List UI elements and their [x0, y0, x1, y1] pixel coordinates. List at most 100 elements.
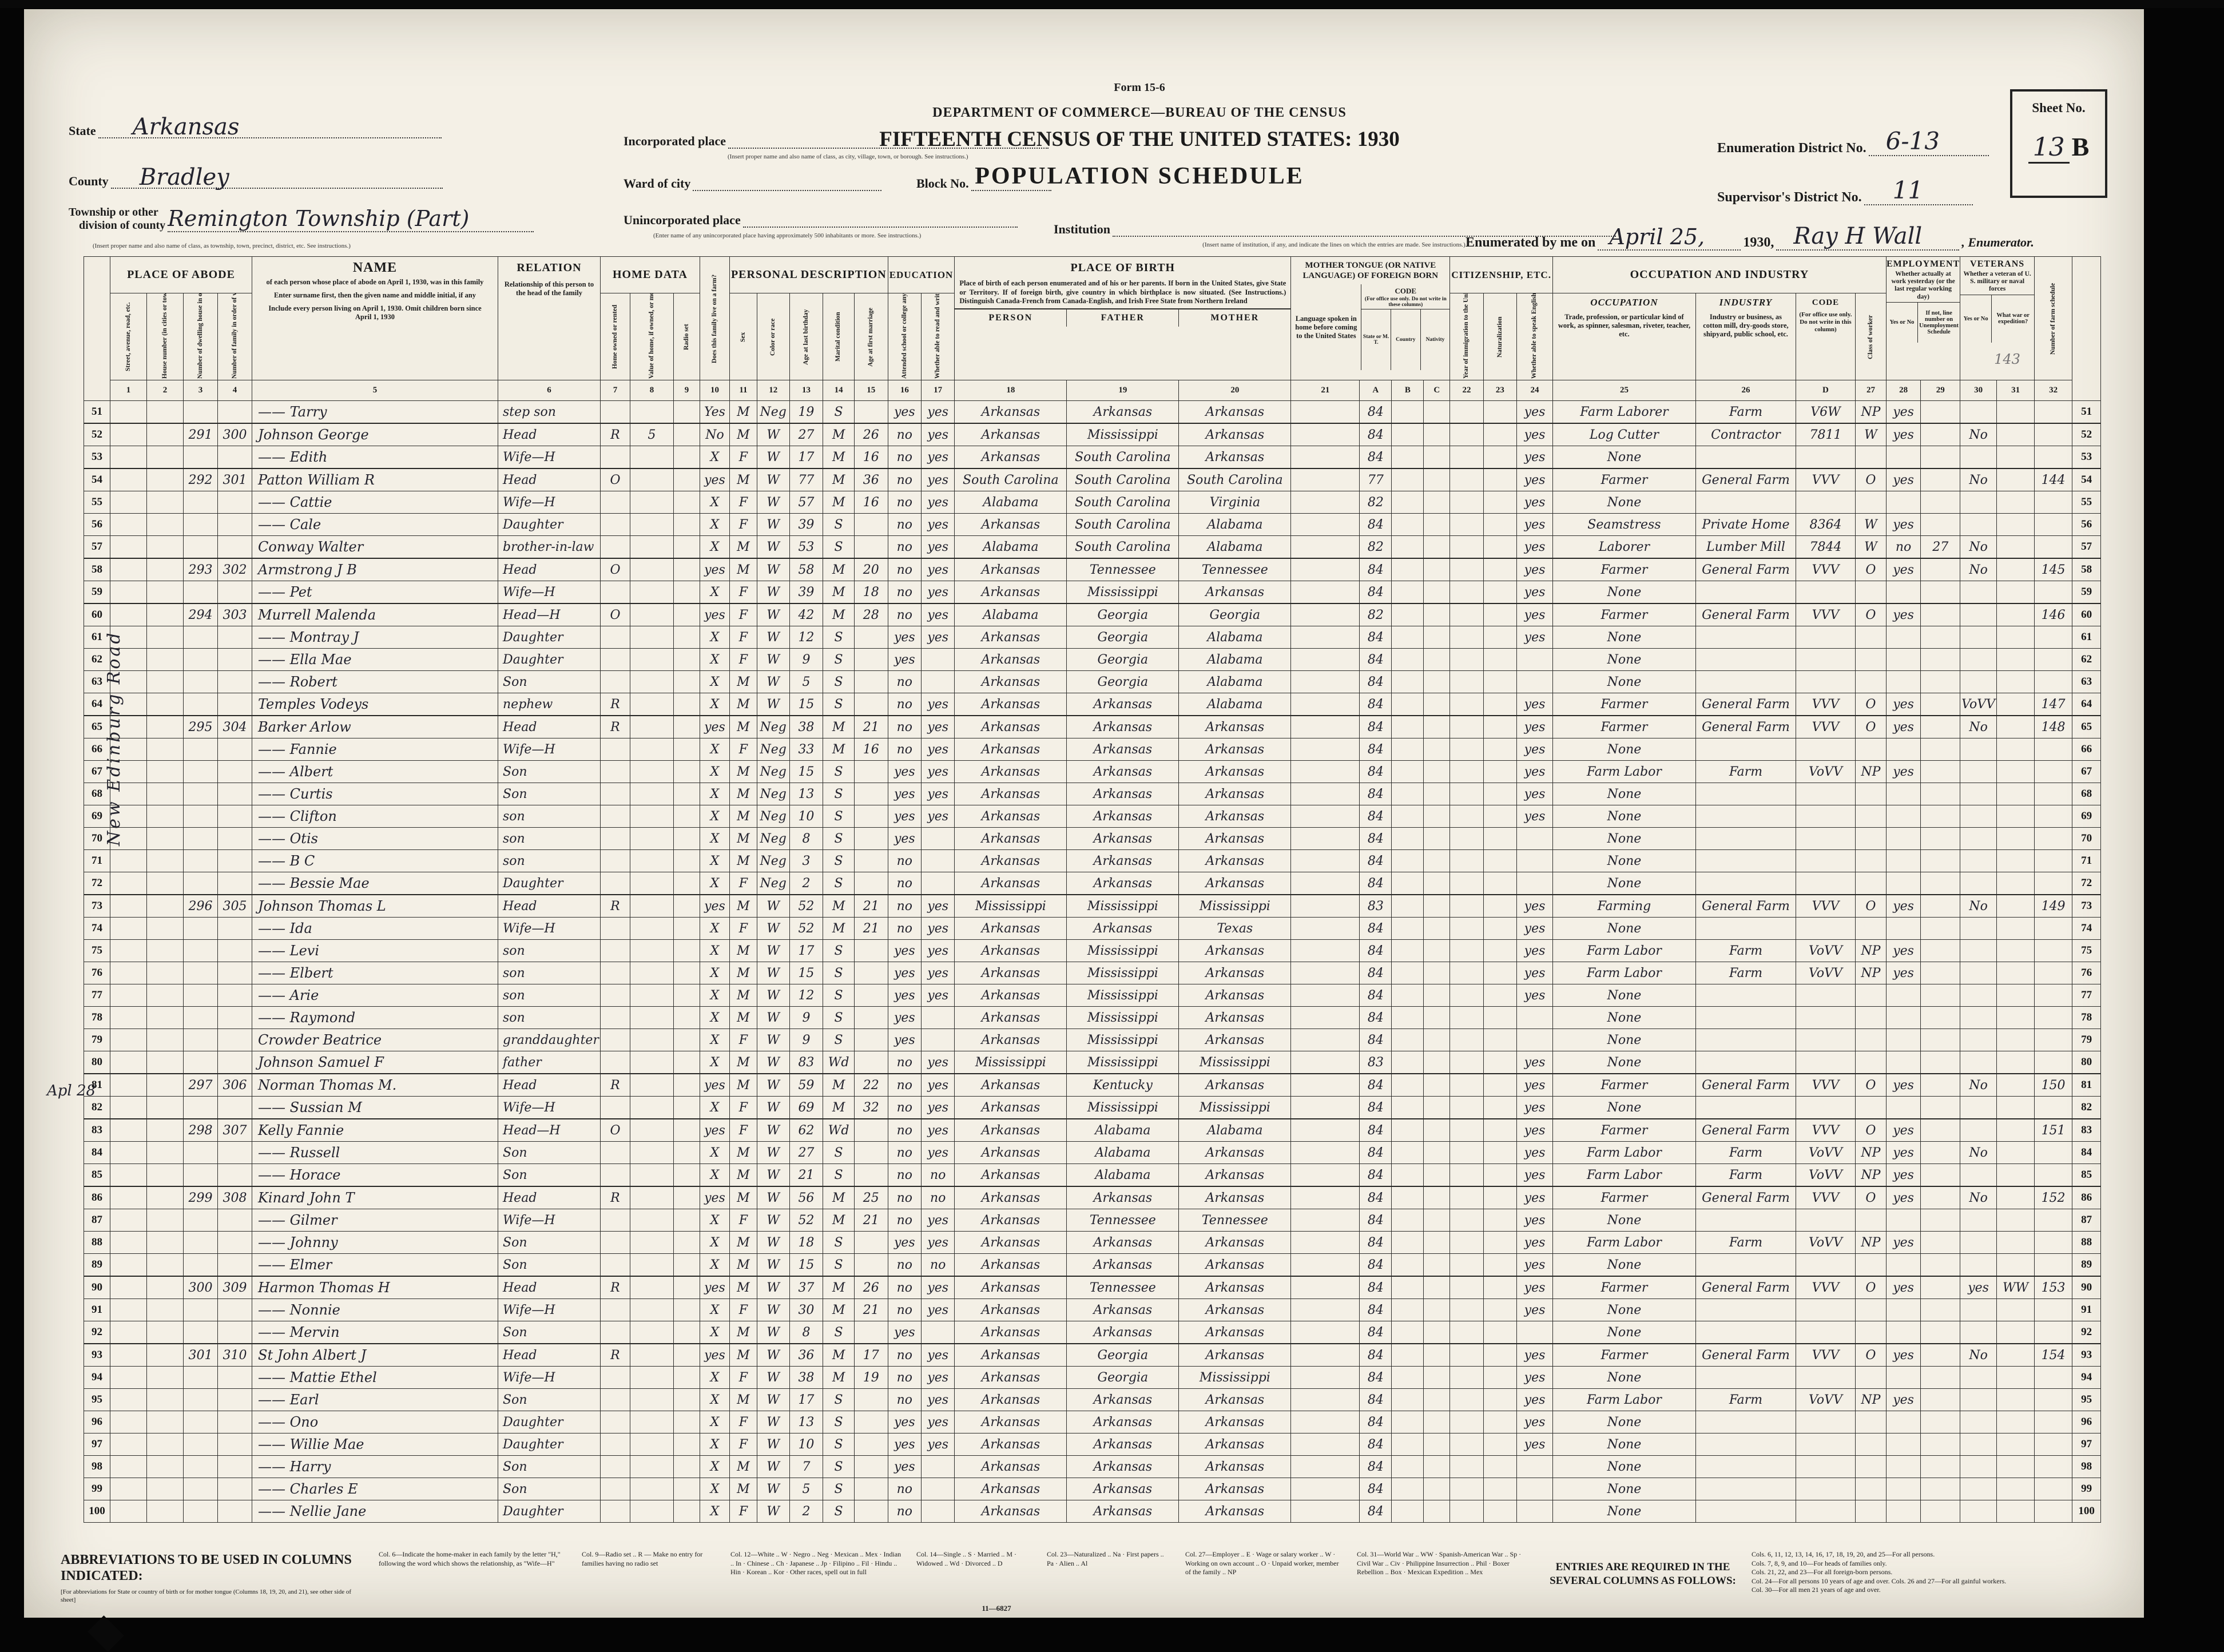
read-write: yes — [920, 558, 955, 581]
at-work — [1885, 1298, 1921, 1321]
veteran — [1960, 1253, 1997, 1277]
at-work: yes — [1885, 1276, 1921, 1299]
birthplace-mother: Alabama — [1178, 648, 1292, 671]
age: 62 — [789, 1118, 824, 1142]
year-immigration — [1449, 468, 1484, 491]
birthplace-person: Arkansas — [954, 760, 1067, 783]
speak-english: yes — [1516, 1209, 1553, 1232]
line-no-left: 82 — [84, 1096, 110, 1119]
county-field: County Bradley — [69, 166, 443, 189]
line-no-right: 85 — [2072, 1163, 2102, 1187]
occupation-code: VoVV — [1795, 1141, 1856, 1164]
war — [1996, 984, 2035, 1007]
street — [110, 894, 147, 918]
occupation: None — [1552, 446, 1696, 469]
birthplace-father: Arkansas — [1066, 1186, 1179, 1209]
dwelling-number — [183, 984, 218, 1007]
dwelling-number — [183, 1051, 218, 1074]
house-number — [146, 1096, 184, 1119]
name: Crowder Beatrice — [252, 1028, 498, 1051]
column-number-12: 12 — [756, 380, 790, 401]
age: 30 — [789, 1298, 824, 1321]
sex: M — [729, 423, 757, 446]
naturalization — [1483, 738, 1518, 761]
worker-class: O — [1854, 693, 1887, 716]
relation: son — [498, 827, 601, 850]
age: 10 — [789, 1433, 824, 1456]
birthplace-mother: Arkansas — [1178, 738, 1292, 761]
industry — [1695, 849, 1796, 872]
farm-schedule — [2034, 1478, 2073, 1500]
footer-bracket-note: [For abbreviations for State or country … — [61, 1589, 352, 1604]
home-value — [629, 962, 674, 984]
house-number — [146, 581, 184, 604]
birthplace-person: Alabama — [954, 603, 1067, 626]
code-c — [1423, 423, 1451, 446]
industry — [1695, 491, 1796, 514]
worker-class — [1854, 1366, 1887, 1389]
age: 2 — [789, 1500, 824, 1523]
birthplace-mother: Arkansas — [1178, 783, 1292, 805]
birthplace-person: Arkansas — [954, 581, 1067, 604]
attended-school: yes — [887, 783, 922, 805]
worker-class — [1854, 827, 1887, 850]
at-work — [1885, 984, 1921, 1007]
birthplace-father: Alabama — [1066, 1141, 1179, 1164]
occupation-code: VoVV — [1795, 760, 1856, 783]
read-write: yes — [920, 446, 955, 469]
radio-set — [673, 894, 700, 918]
birthplace-mother: Arkansas — [1178, 984, 1292, 1007]
birthplace-person: Arkansas — [954, 1141, 1067, 1164]
column-number-2: 2 — [146, 380, 184, 401]
read-write: yes — [920, 1276, 955, 1299]
house-number — [146, 1141, 184, 1164]
birthplace-father: Arkansas — [1066, 1478, 1179, 1500]
code-b — [1391, 1006, 1424, 1029]
attended-school: yes — [887, 1433, 922, 1456]
code-a: 84 — [1359, 1388, 1392, 1411]
mother-tongue — [1290, 1096, 1360, 1119]
birthplace-father: Mississippi — [1066, 939, 1179, 962]
farm-schedule — [2034, 423, 2073, 446]
attended-school: no — [887, 1186, 922, 1209]
age: 53 — [789, 535, 824, 559]
naturalization — [1483, 1073, 1518, 1097]
age: 9 — [789, 648, 824, 671]
farm-schedule — [2034, 491, 2073, 514]
birthplace-father: Arkansas — [1066, 849, 1179, 872]
age: 39 — [789, 513, 824, 536]
sex: M — [729, 962, 757, 984]
veteran — [1960, 962, 1997, 984]
home-value — [629, 984, 674, 1007]
dwelling-number: 295 — [183, 715, 218, 738]
street — [110, 738, 147, 761]
group-employment: EMPLOYMENT Whether actually at work yest… — [1885, 256, 1961, 380]
line-no-left: 70 — [84, 827, 110, 850]
year-immigration — [1449, 962, 1484, 984]
column-number-5: 5 — [252, 380, 498, 401]
radio-set — [673, 1411, 700, 1433]
color-race: Neg — [756, 783, 790, 805]
sex: F — [729, 738, 757, 761]
farm: yes — [699, 1276, 730, 1299]
farm-schedule — [2034, 446, 2073, 469]
name: —— Montray J — [252, 626, 498, 649]
house-number — [146, 468, 184, 491]
home-owned-rented — [599, 738, 630, 761]
unemployment-line — [1920, 1073, 1961, 1097]
code-a: 84 — [1359, 805, 1392, 828]
read-write: yes — [920, 962, 955, 984]
home-value — [629, 1209, 674, 1232]
color-race: Neg — [756, 738, 790, 761]
line-no-right: 53 — [2072, 446, 2102, 469]
farm: X — [699, 513, 730, 536]
sex: M — [729, 760, 757, 783]
veteran — [1960, 648, 1997, 671]
veteran: No — [1960, 423, 1997, 446]
sex: M — [729, 400, 757, 424]
age-first-marriage: 25 — [853, 1186, 888, 1209]
birthplace-person: Arkansas — [954, 558, 1067, 581]
birthplace-person: Arkansas — [954, 783, 1067, 805]
relation: Wife—H — [498, 1209, 601, 1232]
sex: M — [729, 715, 757, 738]
